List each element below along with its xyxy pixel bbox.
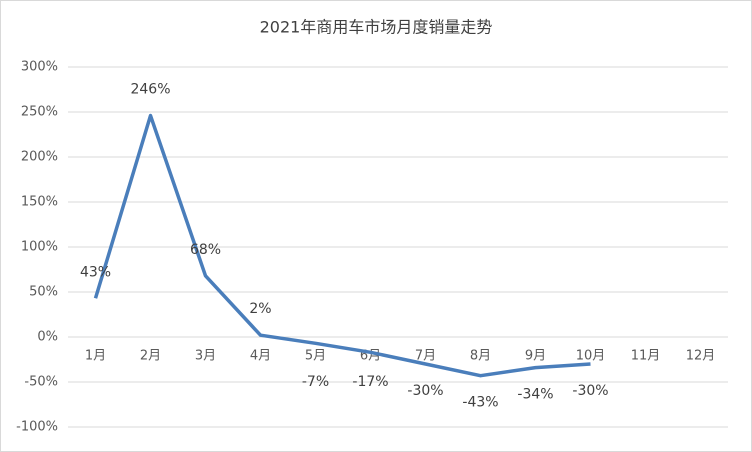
y-tick-label: 0% xyxy=(37,330,58,345)
y-tick-label: 200% xyxy=(21,150,58,165)
x-tick-label: 2月 xyxy=(140,349,161,364)
chart-title: 2021年商用车市场月度销量走势 xyxy=(260,18,493,37)
data-label: 43% xyxy=(80,264,111,280)
data-label: 246% xyxy=(130,82,170,98)
data-label: -30% xyxy=(407,383,443,399)
x-tick-label: 8月 xyxy=(470,349,491,364)
y-tick-label: -50% xyxy=(24,375,58,390)
data-label: 68% xyxy=(190,242,221,258)
x-tick-label: 12月 xyxy=(686,349,716,364)
x-tick-label: 5月 xyxy=(305,349,326,364)
y-tick-label: 250% xyxy=(21,105,58,120)
x-tick-label: 7月 xyxy=(415,349,436,364)
x-tick-label: 1月 xyxy=(85,349,106,364)
line xyxy=(93,113,591,378)
x-tick-label: 10月 xyxy=(576,349,606,364)
data-label: -34% xyxy=(517,387,553,403)
x-tick-label: 3月 xyxy=(195,349,216,364)
x-tick-label: 4月 xyxy=(250,349,271,364)
x-tick-label: 9月 xyxy=(525,349,546,364)
data-label: 2% xyxy=(249,301,271,317)
y-tick-label: -100% xyxy=(16,420,58,435)
data-label: -7% xyxy=(302,374,329,390)
data-label: -17% xyxy=(352,374,388,390)
y-tick-label: 300% xyxy=(21,60,58,75)
x-tick-label: 11月 xyxy=(631,349,661,364)
y-tick-label: 100% xyxy=(21,240,58,255)
data-label: -30% xyxy=(572,383,608,399)
y-tick-label: 50% xyxy=(29,285,58,300)
data-label: -43% xyxy=(462,395,498,411)
y-tick-label: 150% xyxy=(21,195,58,210)
